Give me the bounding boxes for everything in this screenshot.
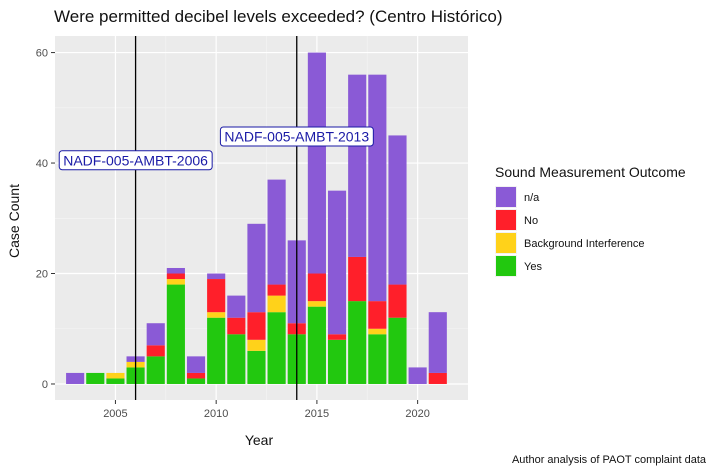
y-tick-label: 20 [36, 269, 48, 281]
bar-background-interference-2015 [307, 301, 326, 307]
bar-yes-2008 [166, 284, 185, 384]
bar-background-interference-2008 [166, 279, 185, 285]
bar-yes-2007 [146, 356, 165, 384]
bar-background-interference-2012 [247, 339, 266, 351]
y-tick-label: 0 [42, 379, 48, 391]
y-tick-label: 60 [36, 48, 48, 60]
bar-background-interference-2010 [207, 312, 226, 318]
bar-n-a-2009 [186, 356, 206, 373]
bar-no-2017 [348, 256, 367, 302]
bar-n-a-2010 [207, 273, 226, 280]
legend-label: Background Interference [524, 238, 644, 250]
plot-panel: NADF-005-AMBT-2006 NADF-005-AMBT-2013 [55, 36, 468, 400]
y-tick-label: 40 [36, 158, 48, 170]
bar-no-2015 [307, 273, 326, 302]
bar-n-a-2012 [247, 223, 266, 313]
bar-yes-2019 [388, 317, 407, 384]
x-axis-label: Year [245, 432, 274, 448]
bar-yes-2015 [307, 306, 326, 384]
bar-n-a-2015 [307, 52, 326, 274]
reference-label-2006: NADF-005-AMBT-2006 [63, 152, 208, 168]
bar-no-2007 [146, 345, 165, 357]
bar-n-a-2011 [227, 295, 246, 318]
bar-no-2012 [247, 312, 266, 340]
bar-no-2011 [227, 317, 246, 335]
legend-swatch-background-interference [496, 233, 516, 253]
reference-label-box-2014 [219, 126, 374, 147]
reference-label-2014: NADF-005-AMBT-2013 [224, 129, 369, 145]
bar-no-2009 [186, 372, 206, 379]
y-axis: 0 20 40 60 [36, 48, 55, 391]
bar-no-2010 [207, 279, 226, 313]
bar-n-a-2013 [267, 179, 286, 285]
bar-no-2016 [327, 334, 347, 340]
x-tick-label: 2010 [204, 408, 228, 420]
chart-title: Were permitted decibel levels exceeded? … [54, 7, 503, 26]
bar-yes-2018 [368, 334, 387, 384]
legend-title: Sound Measurement Outcome [495, 164, 686, 180]
bar-no-2013 [267, 284, 286, 296]
bar-n-a-2003 [66, 372, 85, 384]
bar-n-a-2019 [388, 135, 407, 285]
legend-label: n/a [524, 192, 540, 204]
bar-no-2019 [388, 284, 407, 318]
bar-yes-2016 [327, 339, 347, 384]
bar-yes-2004 [86, 372, 105, 384]
legend-swatch-yes [496, 256, 516, 276]
legend-label: No [524, 215, 538, 227]
bar-n-a-2017 [348, 74, 367, 257]
bar-no-2018 [368, 301, 387, 329]
x-tick-label: 2015 [305, 408, 329, 420]
bar-n-a-2016 [327, 190, 347, 335]
bar-n-a-2021 [428, 312, 447, 373]
y-axis-label: Case Count [6, 184, 22, 258]
legend-swatch-n-a [496, 187, 516, 207]
bar-n-a-2008 [166, 267, 185, 274]
legend-label: Yes [524, 261, 542, 273]
chart-caption: Author analysis of PAOT complaint data [512, 454, 707, 466]
bar-yes-2017 [348, 301, 367, 384]
bar-yes-2011 [227, 334, 246, 384]
bar-n-a-2007 [146, 323, 165, 346]
x-axis: 2005 2010 2015 2020 [103, 400, 430, 420]
legend: Sound Measurement Outcome n/a No Backgroun… [495, 164, 686, 277]
bar-yes-2013 [267, 312, 286, 384]
bar-background-interference-2005 [106, 372, 125, 379]
bar-yes-2005 [106, 378, 125, 384]
bar-background-interference-2018 [368, 328, 387, 335]
bar-n-a-2018 [368, 74, 387, 302]
reference-label-box-2006 [58, 150, 213, 171]
bar-n-a-2020 [408, 367, 427, 384]
bar-yes-2010 [207, 317, 226, 384]
bar-no-2008 [166, 273, 185, 280]
bar-yes-2012 [247, 350, 266, 384]
legend-swatch-no [496, 210, 516, 230]
bar-no-2021 [428, 372, 447, 384]
x-tick-label: 2005 [103, 408, 127, 420]
bar-background-interference-2013 [267, 295, 286, 313]
bar-yes-2009 [186, 378, 206, 384]
x-tick-label: 2020 [405, 408, 429, 420]
